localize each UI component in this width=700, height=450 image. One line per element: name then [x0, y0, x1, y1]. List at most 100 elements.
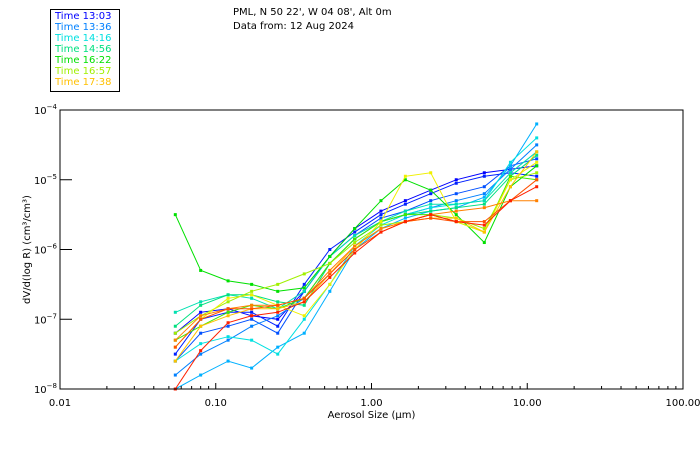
data-point — [250, 293, 254, 297]
data-point — [429, 209, 433, 213]
y-tick-base: 10 — [34, 176, 47, 187]
data-point — [429, 199, 433, 203]
data-point — [379, 230, 383, 234]
data-point — [276, 310, 280, 314]
y-tick-exponent: −7 — [47, 312, 57, 320]
data-point — [173, 310, 177, 314]
series-line — [174, 151, 538, 362]
data-point — [328, 282, 332, 286]
data-point — [328, 268, 332, 272]
data-point — [482, 185, 486, 189]
data-point — [454, 192, 458, 196]
data-point — [508, 164, 512, 168]
plot-frame — [59, 109, 684, 390]
series-1 — [173, 171, 539, 356]
series-line — [174, 161, 537, 348]
data-point — [353, 241, 357, 245]
data-point — [535, 171, 539, 175]
data-point — [454, 220, 458, 224]
x-tick-label: 100.00 — [666, 398, 700, 409]
data-point — [535, 160, 539, 164]
data-point — [173, 359, 177, 363]
data-point — [482, 195, 486, 199]
data-point — [482, 206, 486, 210]
data-point — [302, 272, 306, 276]
data-point — [250, 303, 254, 307]
data-point — [276, 317, 280, 321]
data-point — [508, 171, 512, 175]
data-point — [302, 303, 306, 307]
data-point — [482, 192, 486, 196]
data-point — [482, 241, 486, 245]
data-point — [250, 289, 254, 293]
data-point — [454, 216, 458, 220]
data-point — [226, 310, 230, 314]
data-point — [199, 268, 203, 272]
data-point — [353, 244, 357, 248]
data-point — [276, 303, 280, 307]
data-point — [508, 174, 512, 178]
data-point — [199, 342, 203, 346]
data-point — [328, 275, 332, 279]
data-point — [535, 122, 539, 126]
data-point — [302, 317, 306, 321]
data-point — [328, 248, 332, 251]
data-point — [353, 227, 357, 231]
data-point — [403, 209, 407, 213]
data-point — [535, 185, 539, 189]
data-point — [403, 220, 407, 224]
data-point — [226, 307, 230, 311]
data-point — [429, 188, 433, 192]
data-point — [403, 202, 407, 206]
data-point — [276, 307, 280, 311]
data-point — [403, 213, 407, 217]
data-point — [173, 324, 177, 328]
data-point — [379, 213, 383, 217]
y-tick-exponent: −8 — [47, 382, 57, 390]
data-point — [328, 272, 332, 276]
data-point — [226, 300, 230, 304]
series-12 — [173, 150, 539, 363]
data-point — [379, 227, 383, 231]
data-point — [508, 167, 512, 171]
series-2 — [173, 157, 539, 363]
data-point — [328, 261, 332, 265]
data-point — [226, 279, 230, 283]
data-point — [199, 352, 203, 356]
data-point — [173, 352, 177, 356]
data-point — [302, 296, 306, 300]
x-tick-label: 0.10 — [205, 398, 227, 409]
legend-entry: Time 17:38 — [55, 77, 112, 88]
legend-entry: Time 14:16 — [55, 33, 112, 44]
data-point — [454, 209, 458, 213]
y-tick-base: 10 — [34, 385, 47, 396]
legend-entry: Time 14:56 — [55, 44, 112, 55]
data-point — [226, 314, 230, 318]
data-point — [173, 373, 177, 377]
y-tick-label: 10−7 — [34, 312, 57, 326]
data-point — [482, 227, 486, 231]
data-point — [199, 373, 203, 377]
data-point — [535, 174, 539, 178]
data-point — [379, 216, 383, 220]
data-point — [454, 199, 458, 203]
y-tick-label: 10−4 — [34, 103, 58, 117]
data-point — [276, 352, 280, 356]
data-point — [199, 303, 203, 307]
data-point — [482, 199, 486, 203]
data-point — [199, 317, 203, 321]
data-point — [328, 289, 332, 293]
data-point — [353, 248, 357, 251]
data-point — [353, 237, 357, 241]
data-point — [508, 199, 512, 203]
data-point — [199, 300, 203, 304]
data-point — [199, 314, 203, 318]
data-point — [454, 206, 458, 210]
data-point — [429, 192, 433, 196]
data-point — [508, 185, 512, 189]
data-point — [173, 345, 177, 349]
data-point — [250, 366, 254, 370]
data-point — [250, 296, 254, 300]
data-point — [535, 164, 539, 168]
legend-entry: Time 13:36 — [55, 22, 112, 33]
